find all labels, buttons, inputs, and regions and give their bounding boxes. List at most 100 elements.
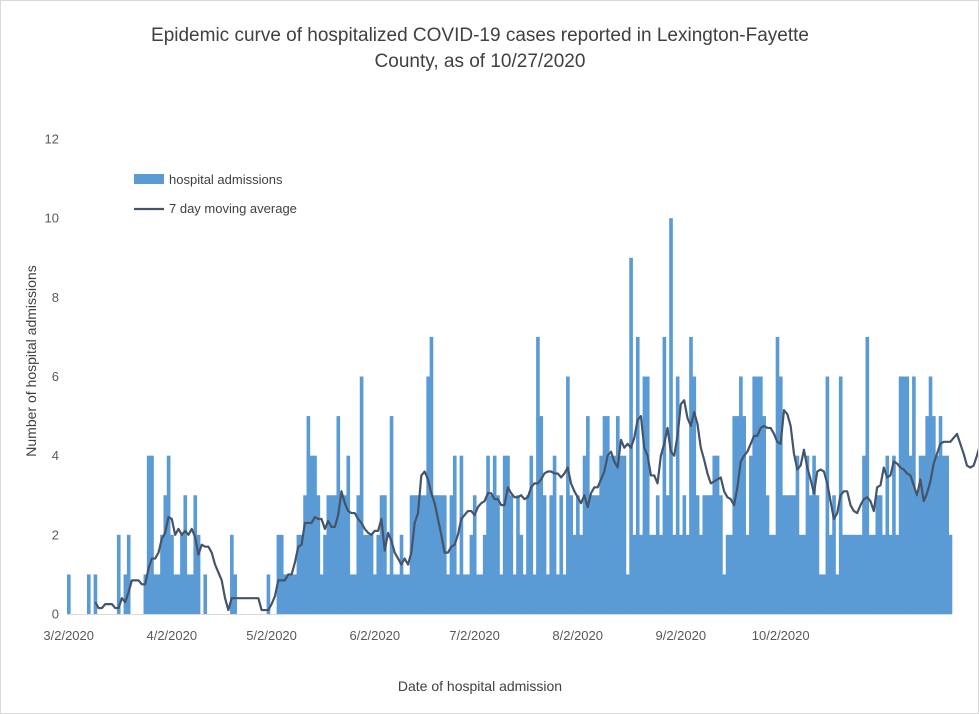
bar xyxy=(862,455,866,614)
x-tick-label: 10/2/2020 xyxy=(752,628,810,643)
bar xyxy=(502,455,507,614)
legend-label-hospital-admissions: hospital admissions xyxy=(169,172,283,187)
moving-average-line xyxy=(94,399,978,612)
bar xyxy=(276,534,281,614)
bar xyxy=(615,416,620,614)
bar xyxy=(885,455,890,614)
bar xyxy=(762,416,766,614)
bar xyxy=(313,455,317,614)
bar xyxy=(346,455,351,614)
bar xyxy=(692,376,697,614)
bar xyxy=(373,574,377,614)
bar xyxy=(932,416,936,614)
bar xyxy=(865,336,870,614)
bar xyxy=(329,495,334,614)
bar xyxy=(279,534,284,614)
bar xyxy=(496,495,500,614)
bar xyxy=(393,574,397,614)
bar xyxy=(928,376,933,614)
legend: hospital admissions 7 day moving average xyxy=(134,172,297,216)
bar xyxy=(702,495,707,614)
bar xyxy=(586,416,590,614)
bar xyxy=(875,495,880,614)
bar xyxy=(828,534,833,614)
bar xyxy=(858,534,863,614)
bar xyxy=(296,534,301,614)
bar xyxy=(406,574,410,614)
bar xyxy=(845,534,850,614)
bar xyxy=(389,416,394,614)
bar xyxy=(685,534,690,614)
bar xyxy=(559,495,564,614)
bar xyxy=(163,495,168,614)
bar xyxy=(622,455,627,614)
bar xyxy=(462,574,467,614)
bar xyxy=(895,534,900,614)
bar xyxy=(679,534,683,614)
bar xyxy=(735,416,740,614)
x-tick-label: 4/2/2020 xyxy=(146,628,197,643)
bar xyxy=(918,455,923,614)
bar xyxy=(848,534,853,614)
bar xyxy=(506,455,510,614)
bar xyxy=(532,574,537,614)
bar xyxy=(605,416,610,614)
bar xyxy=(419,495,424,614)
bar xyxy=(592,495,597,614)
bar xyxy=(652,534,657,614)
bar xyxy=(659,534,663,614)
bar xyxy=(629,257,633,614)
bar xyxy=(745,534,750,614)
bar xyxy=(665,495,670,614)
bar xyxy=(742,416,747,614)
chart-title: Epidemic curve of hospitalized COVID-19 … xyxy=(1,23,959,75)
bar xyxy=(722,574,727,614)
bar xyxy=(739,376,743,614)
bar xyxy=(818,574,823,614)
bar xyxy=(293,574,297,614)
bar xyxy=(815,495,820,614)
bar xyxy=(176,574,181,614)
bar xyxy=(772,534,776,614)
bar xyxy=(719,495,723,614)
y-tick-label: 8 xyxy=(52,290,59,305)
bar xyxy=(788,495,793,614)
x-tick-label: 5/2/2020 xyxy=(246,628,297,643)
bar xyxy=(855,534,860,614)
y-tick-label: 2 xyxy=(52,527,59,542)
bar xyxy=(792,495,796,614)
bar xyxy=(170,534,174,614)
bar xyxy=(755,376,760,614)
bar xyxy=(486,455,490,614)
bar xyxy=(752,376,757,614)
bar xyxy=(203,574,208,614)
bar xyxy=(835,574,840,614)
bar xyxy=(283,574,287,614)
bar xyxy=(519,534,524,614)
bar xyxy=(632,534,637,614)
bar xyxy=(379,495,384,614)
bar xyxy=(482,534,487,614)
bar xyxy=(635,336,640,614)
bar xyxy=(303,495,307,614)
bar xyxy=(326,495,331,614)
bar xyxy=(233,574,237,614)
bar xyxy=(942,455,946,614)
bar xyxy=(426,376,430,614)
y-tick-label: 6 xyxy=(52,369,59,384)
bar xyxy=(802,534,806,614)
bar xyxy=(765,495,770,614)
bar xyxy=(682,495,687,614)
bar xyxy=(898,376,903,614)
bar xyxy=(349,574,354,614)
bar xyxy=(403,574,407,614)
x-axis-label: Date of hospital admission xyxy=(397,678,563,694)
bar xyxy=(366,534,371,614)
bar xyxy=(489,495,494,614)
bar xyxy=(878,495,883,614)
x-tick-label: 6/2/2020 xyxy=(349,628,400,643)
bar xyxy=(156,574,161,614)
bar xyxy=(123,574,128,614)
y-tick-label: 0 xyxy=(52,607,59,622)
bar xyxy=(915,495,920,614)
